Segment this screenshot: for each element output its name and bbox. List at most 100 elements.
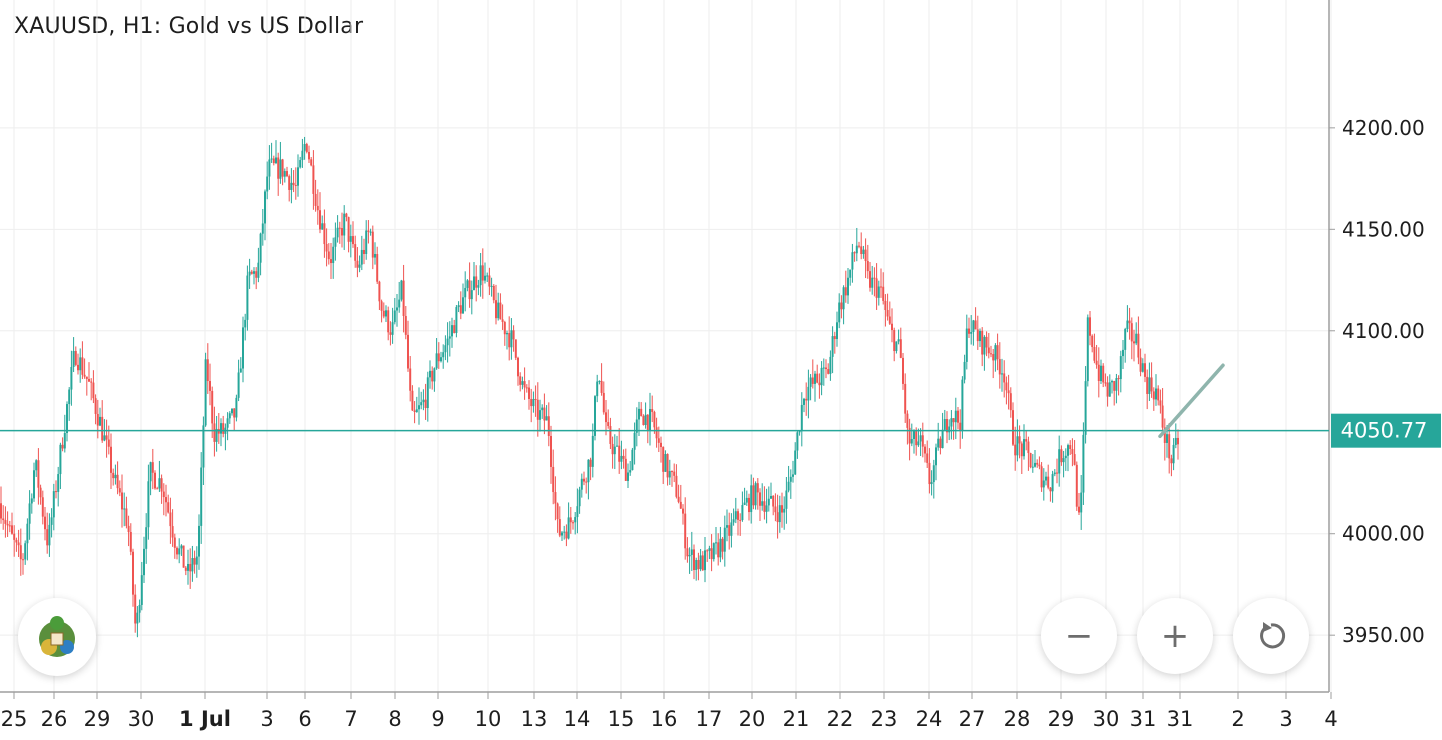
overlay: 4050.77: [0, 363, 1441, 448]
candle-body: [679, 501, 682, 509]
candle-body: [400, 280, 403, 300]
candle-body: [528, 387, 530, 399]
candle-body: [1014, 444, 1017, 456]
candle-body: [820, 367, 823, 386]
candle-body: [506, 332, 508, 335]
x-tick-label: 23: [871, 707, 898, 731]
candle-body: [1095, 360, 1098, 365]
candle-body: [1126, 320, 1129, 329]
candle-body: [677, 496, 680, 502]
candle-body: [1104, 382, 1107, 384]
candle-body: [103, 435, 106, 441]
x-tick-label: 3: [1279, 707, 1292, 731]
candle-body: [763, 501, 766, 512]
grid-lines: [0, 0, 1332, 692]
candle-body: [655, 427, 658, 439]
candle-body: [13, 533, 16, 540]
candle-body: [550, 435, 552, 467]
candle-body: [17, 542, 20, 546]
candle-body: [332, 246, 335, 264]
candle-body: [776, 512, 779, 523]
candle-body: [752, 485, 755, 506]
candle-body: [66, 404, 68, 434]
candle-body: [657, 438, 660, 443]
candle-body: [453, 325, 456, 333]
candle-body: [420, 402, 423, 406]
candle-body: [706, 550, 709, 552]
candle-body: [1113, 381, 1116, 391]
candle-body: [1027, 441, 1030, 454]
candle-body: [446, 338, 449, 346]
candle-body: [1064, 455, 1067, 459]
zoom-in-button[interactable]: +: [1137, 598, 1213, 674]
candle-body: [2, 518, 5, 521]
candle-body: [684, 513, 687, 549]
candle-body: [547, 416, 550, 436]
current-price-label: 4050.77: [1341, 419, 1428, 443]
x-tick-label: 13: [521, 707, 548, 731]
candle-body: [305, 144, 308, 152]
candle-body: [893, 330, 896, 352]
reset-view-button[interactable]: [1233, 598, 1309, 674]
candle-body: [620, 455, 623, 462]
candle-body: [631, 449, 634, 471]
candle-body: [481, 265, 484, 281]
candle-body: [259, 233, 262, 263]
candle-body: [486, 275, 489, 277]
candle-body: [787, 481, 790, 491]
candle-body: [928, 462, 931, 485]
zoom-out-button[interactable]: −: [1041, 598, 1117, 674]
candle-body: [858, 245, 860, 247]
candle-body: [246, 275, 249, 320]
candle-body: [94, 398, 97, 414]
candle-body: [356, 260, 359, 268]
y-tick-label: 4150.00: [1342, 217, 1425, 241]
candle-body: [1009, 393, 1012, 411]
candle-body: [772, 495, 775, 507]
candle-body: [849, 269, 852, 278]
candle-body: [910, 439, 913, 444]
candle-body: [418, 405, 420, 410]
candle-body: [739, 519, 742, 521]
candle-body: [767, 498, 770, 506]
candle-body: [85, 376, 88, 379]
candle-body: [444, 345, 447, 353]
candle-body: [996, 345, 999, 360]
candle-body: [1146, 376, 1149, 394]
candle-body: [807, 386, 810, 401]
candle-body: [387, 310, 390, 333]
candle-body: [943, 419, 946, 430]
candle-body: [638, 408, 640, 420]
candle-body: [574, 517, 577, 523]
candle-body: [116, 474, 119, 489]
candle-body: [83, 374, 86, 377]
candle-body: [1115, 378, 1118, 391]
candle-body: [712, 543, 715, 560]
candle-body: [627, 472, 629, 481]
metatrader-logo-icon[interactable]: [18, 598, 96, 676]
candle-body: [774, 506, 777, 513]
candle-body: [1102, 365, 1105, 383]
candle-body: [726, 525, 728, 528]
candle-body: [682, 508, 684, 514]
x-tick-label: 10: [475, 707, 502, 731]
candle-body: [840, 302, 843, 310]
candle-body: [1144, 363, 1146, 377]
candle-body: [448, 336, 451, 339]
candle-body: [624, 458, 627, 481]
candle-body: [112, 472, 115, 479]
candle-body: [998, 359, 1001, 375]
candle-body: [261, 223, 264, 234]
candle-body: [741, 505, 744, 521]
candle-body: [1141, 363, 1144, 372]
candle-body: [761, 501, 764, 506]
candle-body: [847, 277, 849, 296]
candle-body: [622, 455, 625, 459]
candle-body: [880, 286, 882, 288]
candle-body: [330, 259, 332, 264]
candle-body: [189, 563, 192, 572]
candle-body: [882, 286, 885, 301]
candle-body: [255, 271, 258, 278]
